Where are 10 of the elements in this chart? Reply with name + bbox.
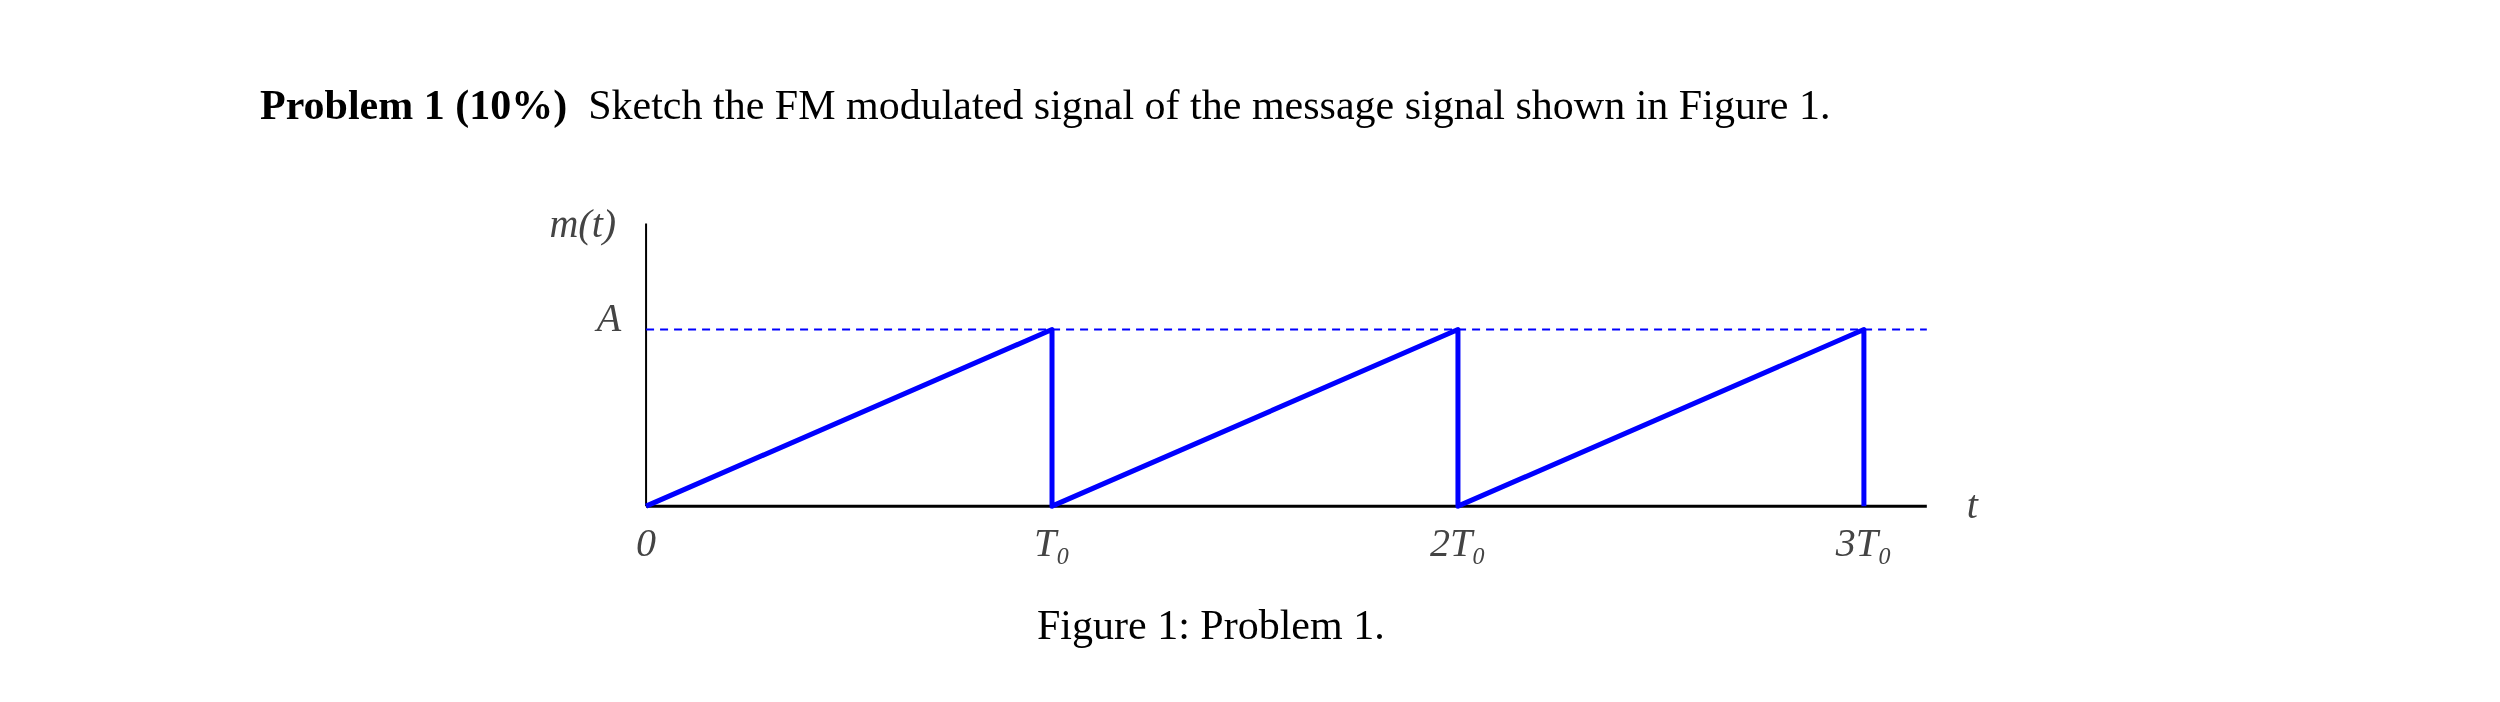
x-tick-label: 2T₀ (1429, 519, 1487, 565)
x-tick-label: 3T₀ (1834, 519, 1892, 565)
x-axis-title: t (1966, 481, 1979, 527)
y-axis-title: m(t) (549, 201, 617, 246)
chart-title: Problem 1 (10%) (260, 82, 568, 128)
x-tick-label: 0 (636, 519, 657, 565)
chart-subtitle: Sketch the FM modulated signal of the message signal shown in Figure 1. (588, 82, 1831, 128)
caption: Figure 1: Problem 1. (1037, 601, 1385, 650)
ref-line-label: A (593, 295, 622, 340)
x-tick-label: T₀ (1033, 519, 1071, 565)
